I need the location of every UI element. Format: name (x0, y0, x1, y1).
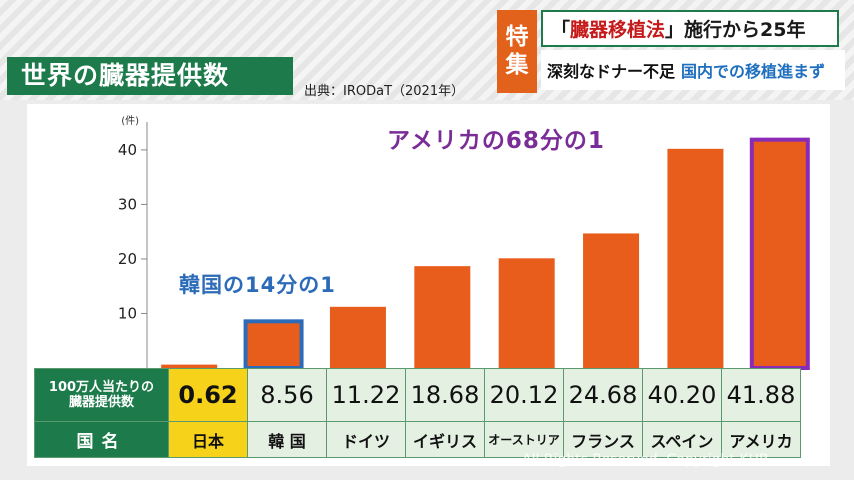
bar-chart: (件) 10 20 30 40 アメリカの68分の1 韓国の14分の1 (118, 115, 810, 371)
value-cell: 8.56 (247, 368, 327, 422)
bar (161, 364, 218, 368)
country-cell: ドイツ (326, 421, 406, 458)
page-title: 世界の臓器提供数 (7, 57, 293, 95)
y-tick-label: 10 (118, 304, 137, 322)
bar (329, 306, 386, 368)
value-cell: 24.68 (563, 368, 643, 422)
bar (498, 258, 555, 368)
row-header-line: 100万人当たりの (48, 380, 155, 395)
headline: 「臓器移植法 」施行から25年 (541, 10, 839, 47)
y-unit-label: (件) (121, 115, 139, 127)
source-note: 出典：IRODaT（2021年） (304, 84, 465, 99)
feature-badge: 特 集 (497, 10, 537, 93)
y-tick-label: 30 (118, 195, 137, 213)
table-row-values: 100万人当たりの 臓器提供数 0.62 8.56 11.22 18.68 20.12 24… (34, 368, 801, 422)
headline-suffix: 」施行から25年 (665, 19, 806, 41)
table-row-countries: 国名 日本韓 国ドイツ イギリス オーストリア フランス スペイン アメリカ (34, 421, 801, 458)
value-cell: 40.20 (642, 368, 722, 422)
bar (749, 137, 810, 371)
badge-line-2: 集 (505, 51, 529, 78)
subheadline-a: 深刻なドナー不足 (547, 62, 676, 81)
value-cell: 0.62 (168, 368, 248, 422)
annotation-korea: 韓国の14分の1 (179, 273, 336, 297)
annotation-usa: アメリカの68分の1 (387, 128, 605, 154)
bar (243, 319, 304, 371)
country-cell: アメリカ (721, 421, 801, 458)
subheadline: 深刻なドナー不足 国内での移植進まず (541, 50, 845, 90)
row-header-donations: 100万人当たりの 臓器提供数 (34, 368, 169, 422)
y-tick-label: 40 (118, 141, 137, 159)
data-table: 100万人当たりの 臓器提供数 0.62 8.56 11.22 18.68 20.12 24… (34, 368, 801, 458)
headline-prefix: 「 (551, 19, 571, 41)
value-cell: 11.22 (326, 368, 406, 422)
value-cell: 41.88 (721, 368, 801, 422)
bar (414, 266, 471, 368)
row-header-country: 国名 (34, 421, 169, 458)
value-cell: 20.12 (484, 368, 564, 422)
y-tick-label: 20 (118, 250, 137, 268)
country-cell: オーストリア (484, 421, 564, 458)
value-cell: 18.68 (405, 368, 485, 422)
badge-line-1: 特 (505, 23, 529, 50)
country-cell: フランス (563, 421, 643, 458)
copyright: All Rights Reserved. Copyright KHB (522, 452, 769, 468)
bar (583, 233, 640, 368)
country-cell: スペイン (642, 421, 722, 458)
country-cell: 韓 国 (247, 421, 327, 458)
country-cell: 日本 (168, 421, 248, 458)
headline-accent: 臓器移植法 (570, 19, 666, 41)
country-cell: イギリス (405, 421, 485, 458)
subheadline-b: 国内での移植進まず (681, 62, 826, 81)
row-header-line: 臓器提供数 (68, 395, 134, 410)
bar (667, 148, 724, 368)
